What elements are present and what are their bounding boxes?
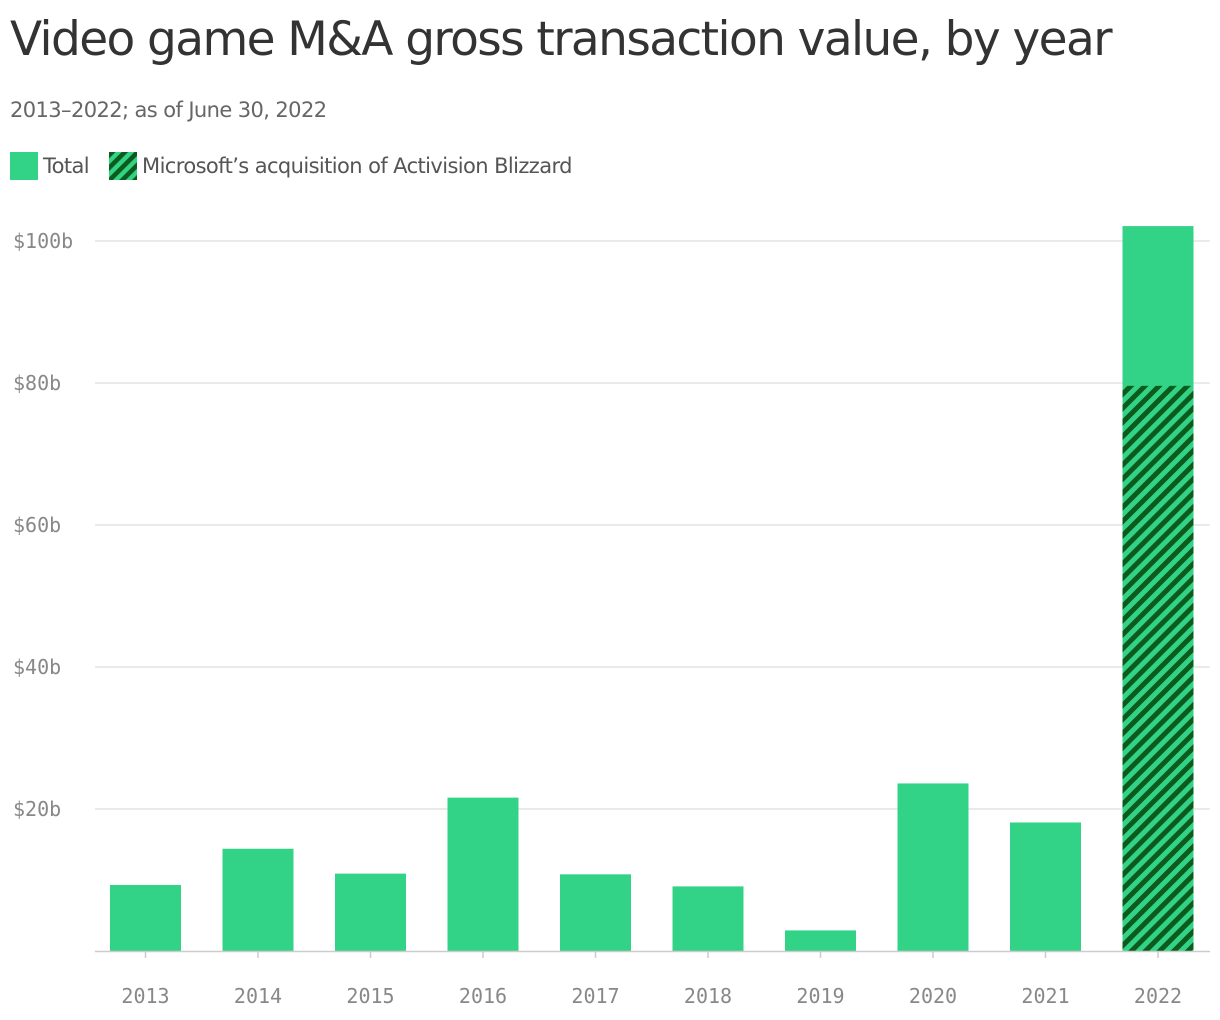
x-tick-label: 2016 bbox=[459, 984, 507, 1008]
x-tick-label: 2021 bbox=[1021, 984, 1069, 1008]
y-tick-label: $100b bbox=[13, 229, 73, 253]
gridlines bbox=[95, 240, 1210, 810]
bar-acquisition-2022[interactable] bbox=[1122, 385, 1194, 952]
chart-title: Video game M&A gross transaction value, … bbox=[10, 12, 1113, 67]
y-tick-label: $80b bbox=[13, 371, 61, 395]
x-tick-label: 2017 bbox=[571, 984, 619, 1008]
legend: Total Microsoft’s acquisition of Activis… bbox=[10, 152, 592, 180]
legend-swatch-acquisition bbox=[109, 152, 138, 180]
bar-total-2018[interactable] bbox=[672, 886, 744, 951]
legend-item-total[interactable]: Total bbox=[10, 152, 90, 180]
x-axis: 2013 2014 2015 2016 2017 2018 2019 2020 2021 2022 bbox=[95, 950, 1210, 1008]
bar-total-2020[interactable] bbox=[897, 783, 969, 951]
x-tick-label: 2019 bbox=[796, 984, 844, 1008]
legend-swatch-total bbox=[10, 152, 38, 180]
bar-total-2013[interactable] bbox=[110, 884, 181, 951]
legend-item-acquisition[interactable]: Microsoft’s acquisition of Activision Bl… bbox=[109, 152, 572, 180]
bar-total-2017[interactable] bbox=[560, 874, 631, 951]
x-tick-label: 2022 bbox=[1134, 984, 1182, 1008]
x-tick-label: 2013 bbox=[121, 984, 169, 1008]
x-tick-label: 2018 bbox=[684, 984, 732, 1008]
legend-label-acquisition: Microsoft’s acquisition of Activision Bl… bbox=[142, 154, 572, 178]
y-tick-label: $20b bbox=[13, 797, 61, 821]
bar-total-2021[interactable] bbox=[1010, 822, 1081, 951]
y-tick-label: $60b bbox=[13, 513, 61, 537]
x-tick-label: 2020 bbox=[909, 984, 957, 1008]
bar-total-2015[interactable] bbox=[335, 873, 406, 951]
x-tick-label: 2015 bbox=[346, 984, 394, 1008]
y-axis: $20b $40b $60b $80b $100b bbox=[13, 229, 73, 821]
x-tick-label: 2014 bbox=[234, 984, 282, 1008]
bar-total-2016[interactable] bbox=[447, 797, 519, 951]
bar-total-2019[interactable] bbox=[785, 930, 856, 951]
legend-label-total: Total bbox=[43, 154, 90, 178]
bars bbox=[110, 226, 1194, 952]
y-tick-label: $40b bbox=[13, 655, 61, 679]
chart-subtitle: 2013–2022; as of June 30, 2022 bbox=[10, 98, 327, 122]
bar-total-2014[interactable] bbox=[222, 848, 294, 951]
